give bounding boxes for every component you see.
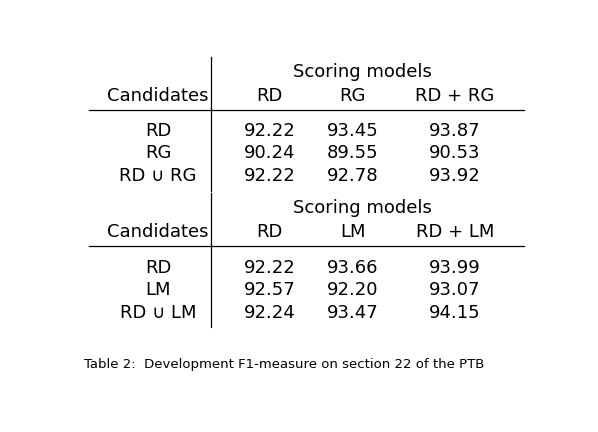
Text: RD: RD	[256, 87, 283, 105]
Text: RD + LM: RD + LM	[416, 223, 494, 241]
Text: Table 2:  Development F1-measure on section 22 of the PTB: Table 2: Development F1-measure on secti…	[84, 358, 484, 371]
Text: 92.78: 92.78	[327, 167, 379, 184]
Text: 92.24: 92.24	[243, 304, 295, 322]
Text: 93.66: 93.66	[327, 259, 379, 277]
Text: RG: RG	[145, 143, 172, 162]
Text: 89.55: 89.55	[327, 143, 379, 162]
Text: RD ∪ RG: RD ∪ RG	[120, 167, 197, 184]
Text: 92.22: 92.22	[243, 167, 295, 184]
Text: RG: RG	[340, 87, 366, 105]
Text: 92.57: 92.57	[243, 281, 295, 299]
Text: 93.92: 93.92	[429, 167, 481, 184]
Text: 93.45: 93.45	[327, 122, 379, 140]
Text: RD: RD	[145, 259, 172, 277]
Text: 90.24: 90.24	[243, 143, 295, 162]
Text: 92.20: 92.20	[327, 281, 379, 299]
Text: 93.07: 93.07	[429, 281, 481, 299]
Text: 93.99: 93.99	[429, 259, 481, 277]
Text: Candidates: Candidates	[108, 87, 209, 105]
Text: 94.15: 94.15	[429, 304, 481, 322]
Text: Scoring models: Scoring models	[292, 199, 432, 217]
Text: RD: RD	[256, 223, 283, 241]
Text: RD ∪ LM: RD ∪ LM	[120, 304, 196, 322]
Text: RD: RD	[145, 122, 172, 140]
Text: 92.22: 92.22	[243, 122, 295, 140]
Text: LM: LM	[340, 223, 365, 241]
Text: 93.47: 93.47	[327, 304, 379, 322]
Text: LM: LM	[145, 281, 171, 299]
Text: RD + RG: RD + RG	[415, 87, 495, 105]
Text: 90.53: 90.53	[429, 143, 481, 162]
Text: 92.22: 92.22	[243, 259, 295, 277]
Text: 93.87: 93.87	[429, 122, 481, 140]
Text: Candidates: Candidates	[108, 223, 209, 241]
Text: Scoring models: Scoring models	[292, 63, 432, 81]
